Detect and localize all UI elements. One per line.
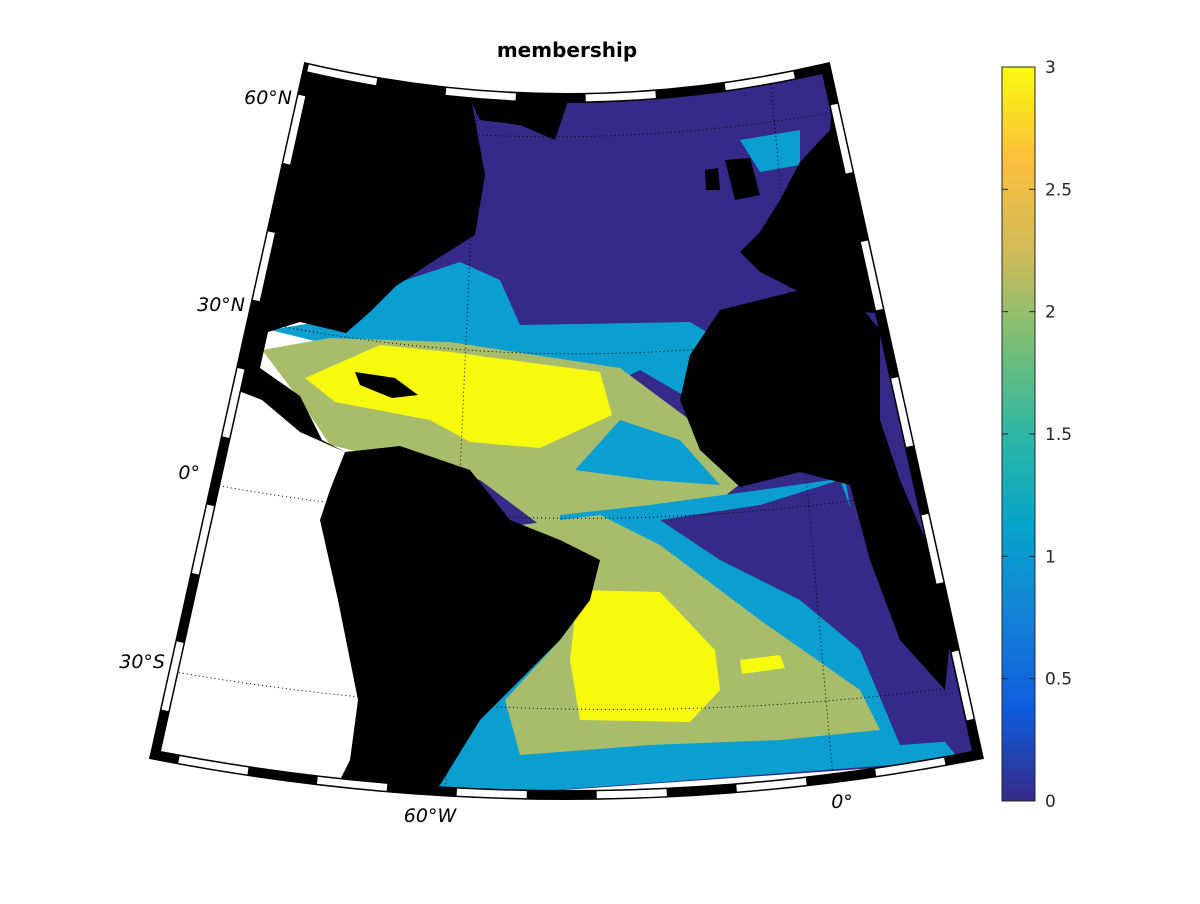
colorbar-tick-label: 0.5 [1045,670,1072,690]
meridian-label: 60°W [404,805,458,827]
land [468,95,570,140]
colorbar-tick-label: 1.5 [1045,425,1072,445]
membership-region [570,590,720,722]
meridian-label: 0° [831,791,853,813]
colorbar-tick-label: 1 [1045,547,1056,567]
parallel-label: 0° [178,462,200,484]
membership-region [740,655,785,674]
meridian [444,79,479,795]
land [680,290,952,690]
membership-region [575,420,720,485]
colorbar-tick-label: 2.5 [1045,180,1072,200]
colorbar-tick-label: 3 [1045,58,1056,78]
graticule [174,71,951,795]
land [725,158,760,200]
membership-region [740,130,800,172]
parallel-label: 30°S [119,651,165,673]
membership-region [660,480,970,745]
parallel [174,671,951,711]
land [705,168,720,190]
parallel-label: 60°N [244,87,292,109]
parallel [299,111,836,138]
chart-title: membership [497,38,637,62]
membership-region [305,345,612,448]
parallel-label: 30°N [197,294,245,316]
colorbar-tick-label: 0 [1045,792,1056,812]
land [355,372,418,398]
frame-pattern [150,63,983,799]
parallel [214,484,911,519]
land [320,446,600,795]
colorbar-ticks: 0 0.5 1 1.5 2 2.5 3 [1002,58,1072,812]
map-labels: 60°N 30°N 0° 30°S 60°W 0° [119,87,853,827]
colorbar-tick-label: 2 [1045,303,1056,323]
